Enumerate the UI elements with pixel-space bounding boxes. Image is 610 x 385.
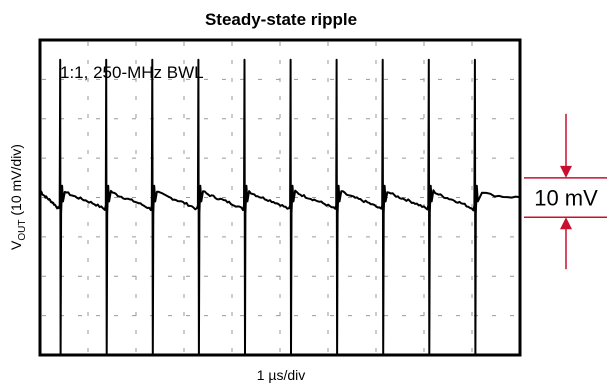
y-axis-label: VOUT (10 mV/div) <box>8 144 28 250</box>
trace-group <box>39 58 521 356</box>
measurement-bottom-arrow-head <box>560 217 572 230</box>
y-label-subscript: OUT <box>17 220 28 241</box>
grid <box>42 42 518 353</box>
ripple-trace <box>39 58 521 356</box>
measurement-top-arrow-head <box>560 165 572 178</box>
measurement-marker: 10 mV <box>524 113 607 270</box>
chart-title: Steady-state ripple <box>205 10 357 29</box>
bandwidth-annotation: 1:1, 250-MHz BWL <box>60 63 204 82</box>
y-label-suffix: (10 mV/div) <box>8 144 24 219</box>
y-label-prefix: V <box>8 240 24 250</box>
measurement-label: 10 mV <box>534 186 598 211</box>
x-axis-label: 1 µs/div <box>257 367 306 383</box>
